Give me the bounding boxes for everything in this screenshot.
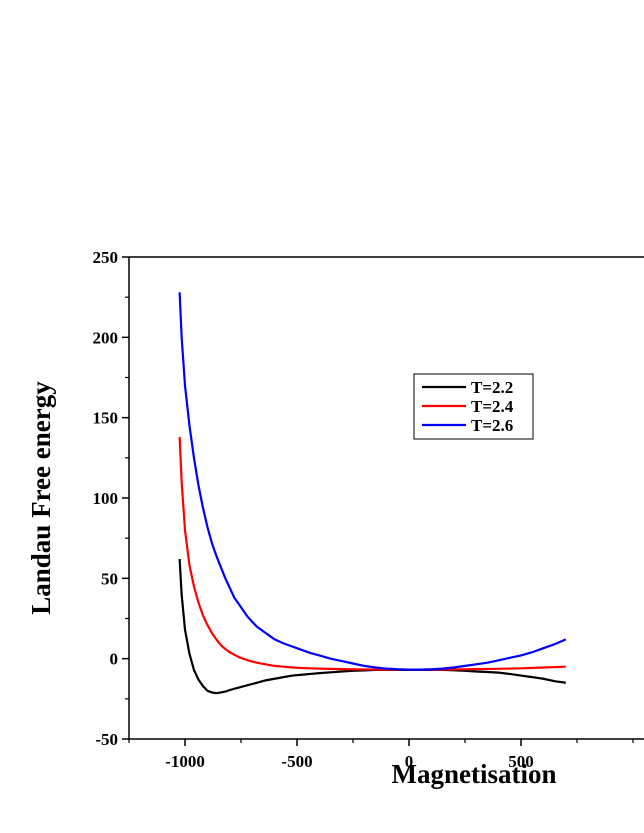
- y-tick-label: 0: [110, 650, 119, 669]
- y-axis-title: Landau Free energy: [26, 381, 56, 615]
- x-axis-title: Magnetisation: [392, 759, 557, 789]
- legend-label-3: T=2.6: [471, 416, 513, 435]
- y-tick-label: 50: [101, 569, 118, 588]
- legend-label-2: T=2.4: [471, 397, 514, 416]
- legend: T=2.2T=2.4T=2.6: [413, 373, 534, 440]
- y-tick-label: 200: [93, 328, 119, 347]
- x-tick-label: 500: [508, 752, 534, 771]
- series-line-2: [178, 436, 566, 671]
- x-tick-label: 0: [405, 752, 414, 771]
- y-tick-label: 100: [93, 489, 119, 508]
- y-tick-label: -50: [95, 730, 118, 749]
- series-layer: [178, 292, 567, 695]
- series-line-3: [178, 292, 567, 671]
- legend-label-1: T=2.2: [471, 378, 513, 397]
- x-tick-label: -500: [281, 752, 312, 771]
- y-tick-label: 250: [93, 248, 119, 267]
- x-tick-label: -1000: [165, 752, 205, 771]
- series-line-1: [178, 558, 566, 695]
- y-tick-label: 150: [93, 409, 119, 428]
